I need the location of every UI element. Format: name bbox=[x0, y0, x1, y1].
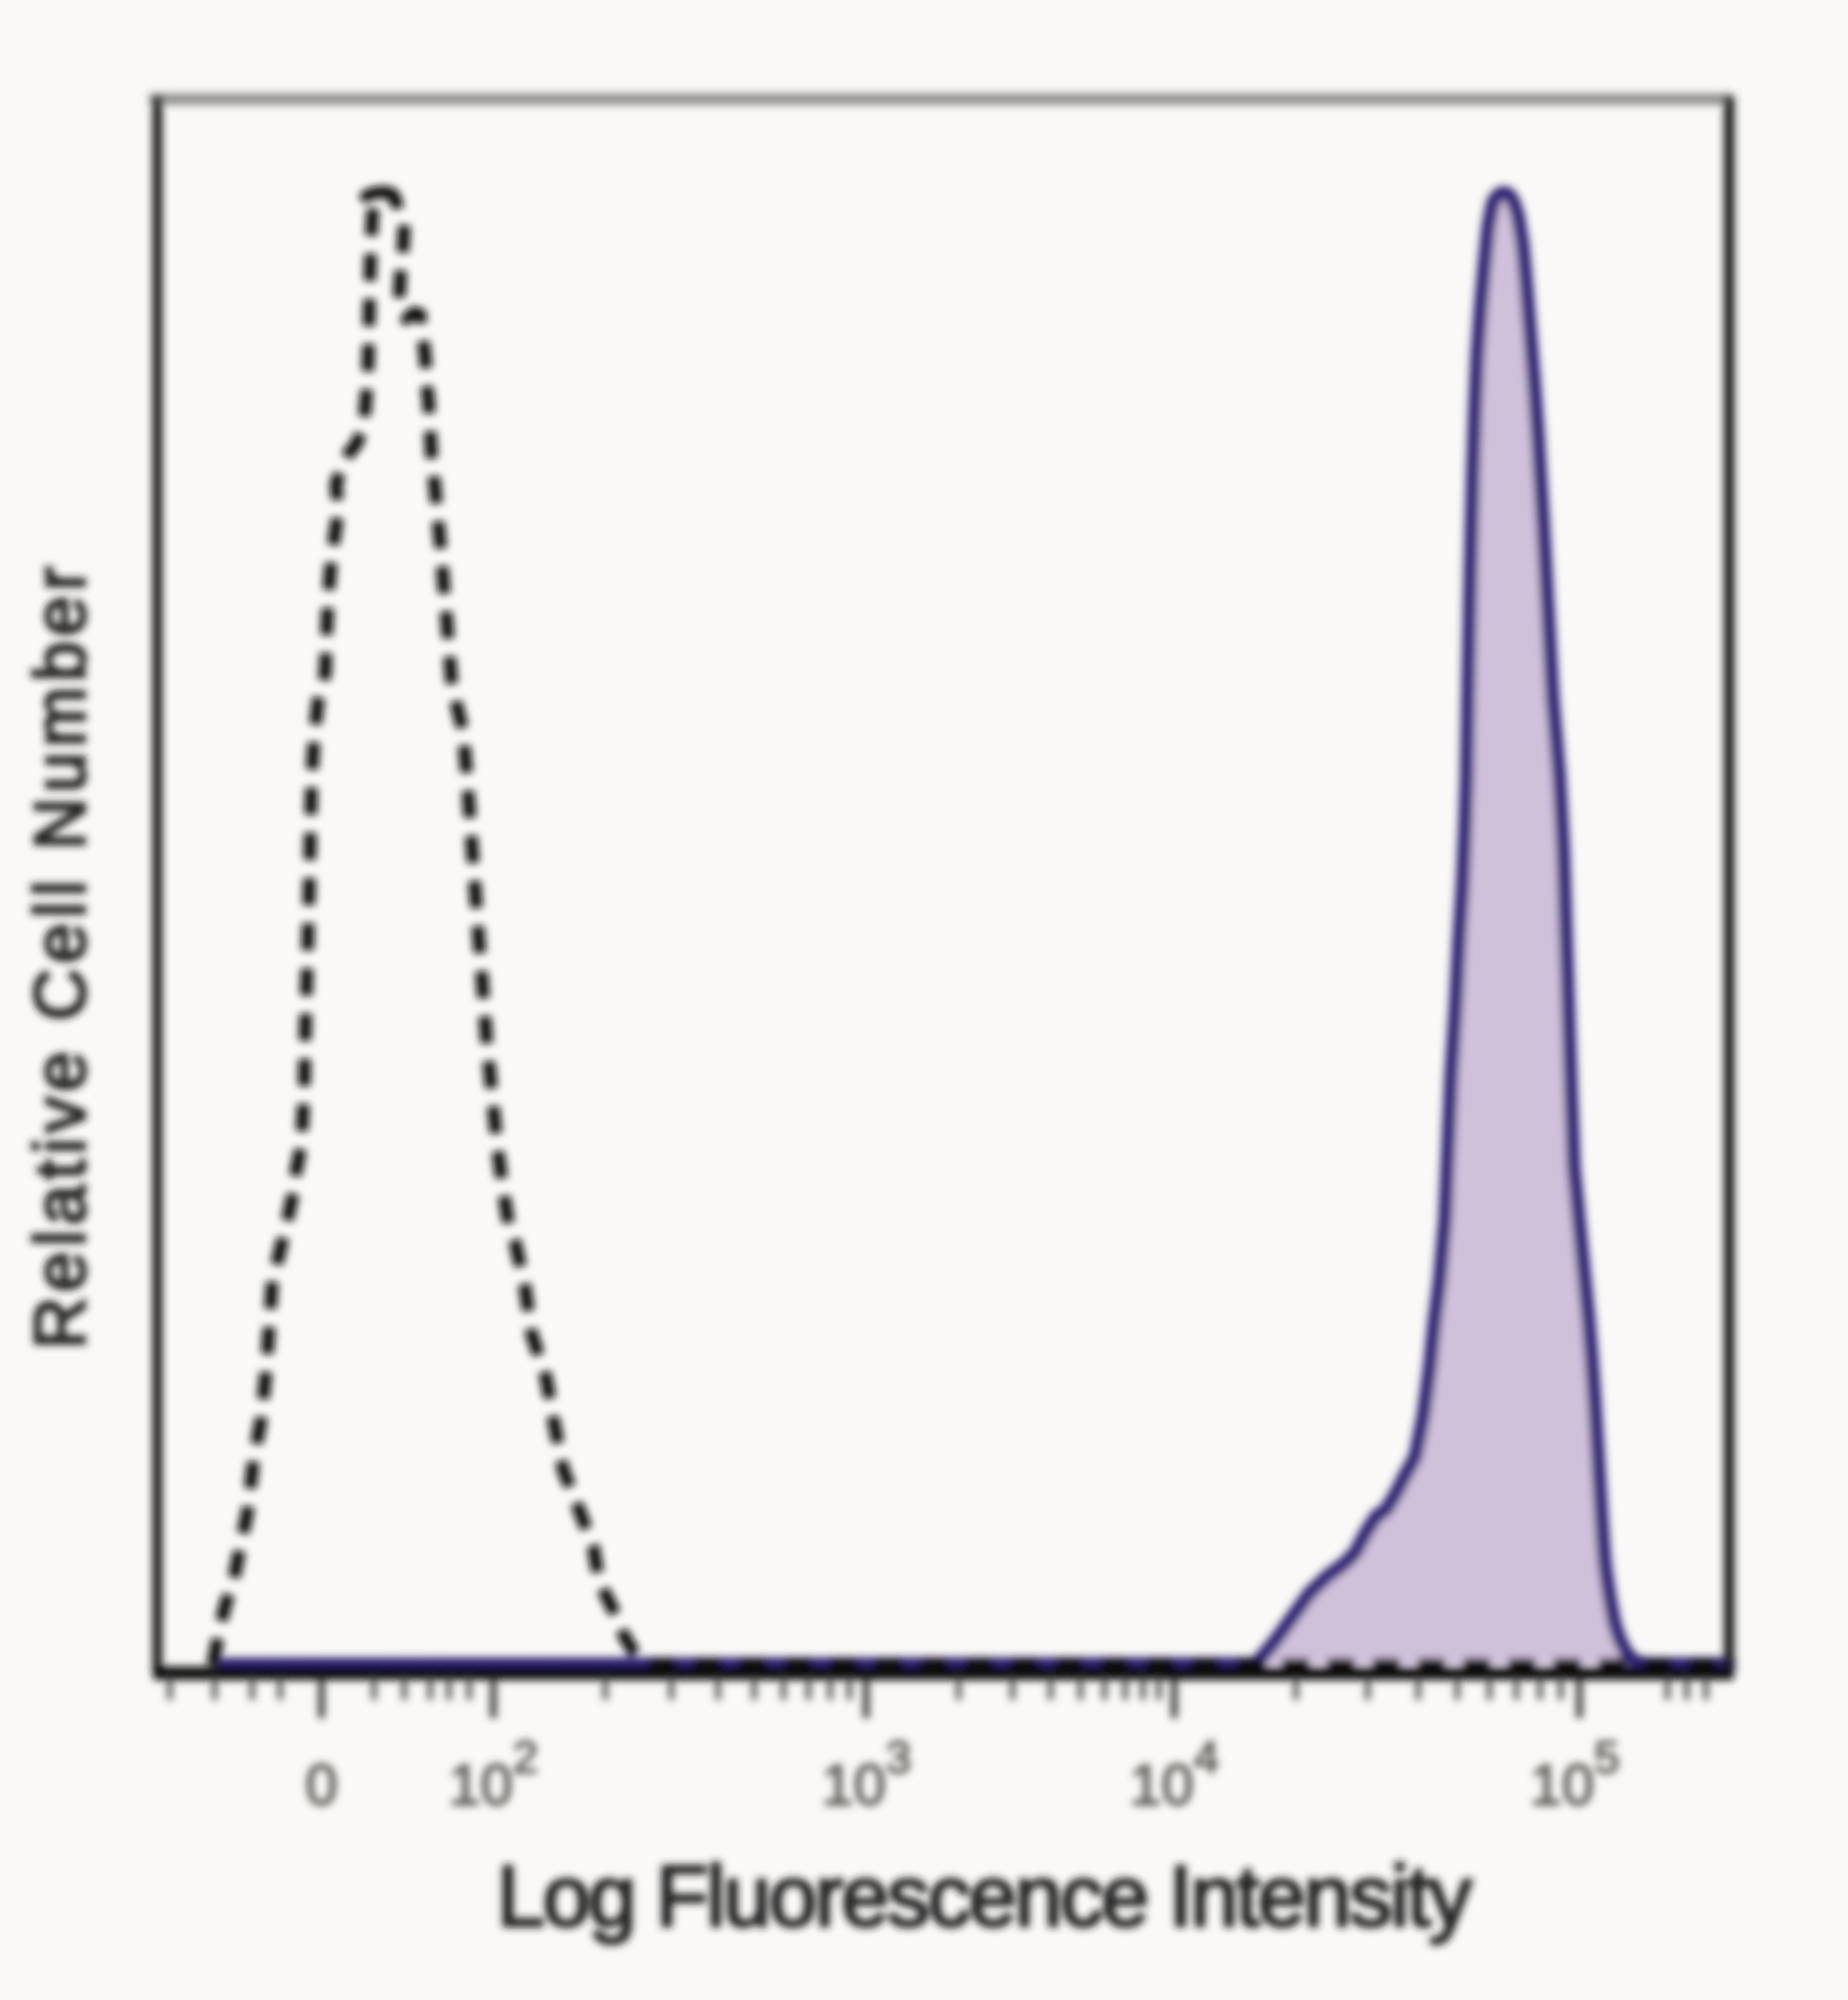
svg-text:0: 0 bbox=[306, 1753, 338, 1817]
svg-text:Relative Cell Number: Relative Cell Number bbox=[19, 561, 100, 1349]
svg-text:Log Fluorescence Intensity: Log Fluorescence Intensity bbox=[497, 1848, 1472, 1945]
